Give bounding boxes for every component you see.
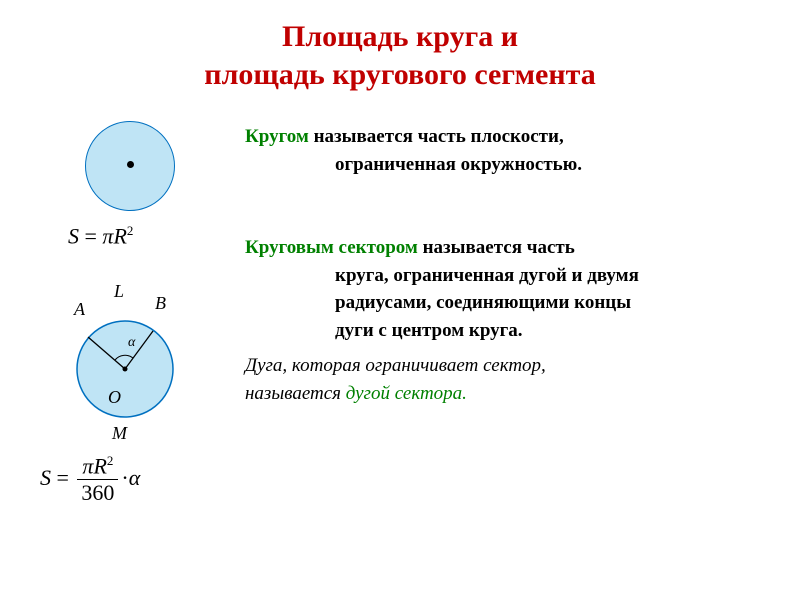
num-pi: π	[82, 453, 93, 478]
title-line-1: Площадь круга и	[0, 18, 800, 56]
num-exp: 2	[107, 453, 114, 468]
def-arc-l1: Дуга, которая ограничивает сектор,	[245, 352, 785, 380]
def-sector: Круговым сектором называется часть круга…	[245, 234, 785, 344]
figure-sector: A L B O M α S = πR2360·α	[40, 279, 240, 499]
def-circle: Кругом называется часть плоскости, огран…	[245, 123, 785, 178]
slide-title: Площадь круга и площадь кругового сегмен…	[0, 0, 800, 93]
def-sector-l3: радиусами, соединяющими концы	[245, 289, 785, 317]
figures-column: S = πR2 A L B O M α S = πR2360·α	[30, 121, 230, 499]
def-arc-prefix: называется	[245, 383, 346, 404]
def-circle-t2: ограниченная окружностью.	[245, 151, 785, 179]
def-circle-l1: Кругом называется часть плоскости,	[245, 123, 785, 151]
def-arc-l2: называется дугой сектора.	[245, 380, 785, 408]
def-sector-l4: дуги с центром круга.	[245, 317, 785, 345]
def-circle-t1: называется часть плоскости,	[309, 126, 564, 147]
def-sector-t4: дуги с центром круга.	[245, 317, 785, 345]
center-dot	[127, 161, 134, 168]
pi: π	[102, 223, 113, 248]
equals: =	[79, 223, 102, 248]
term-sector: Круговым сектором	[245, 237, 418, 258]
formula-sector-area: S = πR2360·α	[40, 454, 140, 506]
var-S: S	[68, 223, 79, 248]
exponent: 2	[127, 223, 134, 238]
sector-svg	[40, 279, 240, 449]
def-circle-l2: ограниченная окружностью.	[245, 151, 785, 179]
term-arc: дугой сектора.	[346, 383, 467, 404]
formula-circle-area: S = πR2	[68, 223, 133, 249]
label-L: L	[114, 281, 124, 302]
label-M: M	[112, 423, 127, 444]
label-B: B	[155, 293, 166, 314]
term-circle: Кругом	[245, 126, 309, 147]
equals2: =	[51, 465, 74, 490]
definitions-column: Кругом называется часть плоскости, огран…	[245, 123, 785, 453]
center-O	[123, 367, 128, 372]
def-sector-t3: радиусами, соединяющими концы	[245, 289, 785, 317]
var-R: R	[113, 223, 126, 248]
numerator: πR2	[77, 454, 118, 480]
figure-circle: S = πR2	[50, 121, 210, 231]
def-sector-l2: круга, ограниченная дугой и двумя	[245, 262, 785, 290]
fraction: πR2360	[77, 454, 118, 506]
label-O: O	[108, 387, 121, 408]
cdot: ·	[121, 465, 128, 490]
num-R: R	[93, 453, 106, 478]
var-S2: S	[40, 465, 51, 490]
def-sector-t2: круга, ограниченная дугой и двумя	[245, 262, 785, 290]
label-alpha: α	[128, 335, 135, 351]
def-sector-l1: Круговым сектором называется часть	[245, 234, 785, 262]
label-A: A	[74, 299, 85, 320]
def-arc: Дуга, которая ограничивает сектор, назыв…	[245, 352, 785, 407]
def-sector-t1: называется часть	[418, 237, 575, 258]
denominator: 360	[77, 480, 118, 506]
alpha2: α	[129, 465, 141, 490]
title-line-2: площадь кругового сегмента	[0, 56, 800, 94]
